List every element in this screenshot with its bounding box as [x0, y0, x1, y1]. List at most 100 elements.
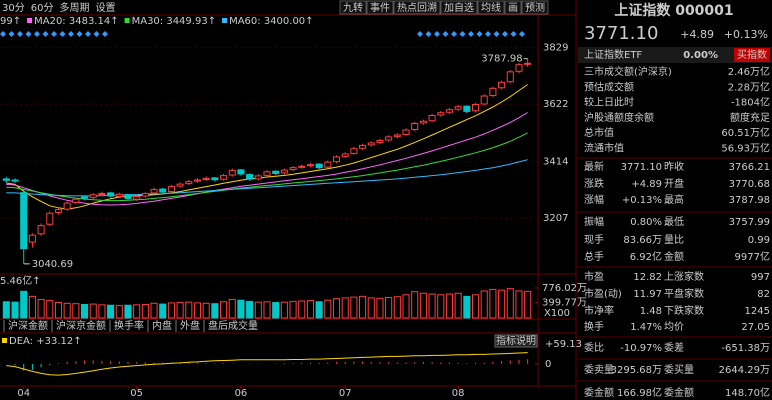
indicator-tab[interactable]: 内盘 [152, 319, 172, 332]
volume-bar [211, 303, 219, 319]
event-diamond [42, 31, 49, 37]
candle-body [480, 95, 488, 105]
etf-pct: 0.00% [683, 50, 718, 61]
candle-body [107, 192, 115, 197]
volume-bar [489, 288, 497, 319]
info-value: 56.93万亿 [721, 142, 770, 155]
volume-bar [359, 295, 367, 319]
volume-bar [115, 305, 123, 319]
indicator-tab[interactable]: 沪深金额 [8, 319, 48, 332]
toolbar-button[interactable]: 多周期 [59, 1, 89, 14]
candle-body [141, 192, 149, 197]
grid-label: 下跌家数 [664, 304, 704, 317]
toolbar-button[interactable]: 均线 [481, 1, 501, 14]
etf-name[interactable]: 上证指数ETF [584, 48, 642, 61]
quote-title: 上证指数 000001 [614, 2, 733, 19]
grid-label: 市盈(动) [584, 287, 622, 300]
candle-body [54, 209, 63, 213]
grid-label: 涨跌 [584, 177, 604, 190]
toolbar-button[interactable]: 九转 [343, 1, 363, 14]
candle-body [332, 156, 341, 163]
candle-body [367, 142, 375, 146]
indicator-tab[interactable]: 盘后成交量 [208, 319, 258, 332]
button-box [494, 334, 538, 348]
volume-bar [20, 290, 28, 319]
toolbar-button[interactable]: 画 [508, 3, 518, 14]
candle-body [306, 164, 314, 167]
candle-body [376, 139, 384, 143]
event-diamond [510, 31, 517, 37]
candle-body [315, 163, 323, 169]
quote-change-pct: +0.13% [724, 28, 768, 41]
candle-body [393, 134, 401, 137]
grid-label: 委比 [584, 341, 604, 354]
volume-bar [376, 297, 384, 319]
info-label: 较上日此时 [584, 96, 634, 109]
info-label: 三市成交额(沪深京) [584, 65, 672, 78]
event-diamond [468, 31, 474, 37]
macd-tick-label: +59.13 [545, 339, 582, 350]
volume-bar [54, 302, 63, 319]
indicator-tab[interactable]: 外盘 [180, 319, 200, 332]
volume-bar [306, 300, 314, 319]
candle-body [211, 177, 219, 181]
grid-value: 3771.10 [621, 162, 662, 173]
toolbar-button[interactable]: 加自选 [444, 1, 474, 14]
event-diamond [459, 31, 466, 37]
candle-body [150, 189, 158, 194]
candle-body [298, 165, 306, 168]
volume-bar [150, 302, 158, 319]
volume-bar [324, 299, 332, 319]
buy-button-box [734, 48, 770, 62]
buy-button[interactable]: 买指数 [737, 48, 767, 61]
candle-body [98, 192, 106, 195]
info-value: 2.28万亿 [728, 80, 770, 93]
volume-bar [411, 291, 419, 319]
volume-bar [341, 297, 349, 319]
volume-bar [228, 298, 236, 319]
grid-label: 市盈 [584, 270, 604, 283]
x-tick-label: 08 [452, 388, 465, 399]
volume-bar [159, 303, 167, 319]
indicator-tab[interactable]: 沪深京金额 [56, 319, 106, 332]
grid-label: 昨收 [664, 160, 684, 173]
volume-bar [289, 300, 297, 319]
toolbar-button[interactable]: 设置 [95, 2, 115, 14]
toolbar-button[interactable]: 热点回溯 [397, 1, 437, 14]
volume-bar [167, 302, 175, 319]
candle-body [359, 144, 367, 149]
indicator-tab[interactable]: 换手率 [114, 319, 144, 332]
candle-body [167, 186, 175, 193]
ma-line [6, 132, 528, 202]
volume-bar [263, 301, 271, 319]
grid-value: 3787.98 [729, 195, 770, 206]
macd-tick-label: 0 [545, 359, 551, 370]
volume-bar [402, 294, 410, 319]
x-tick-label: 04 [17, 388, 30, 399]
event-diamond [25, 31, 32, 37]
toolbar-button[interactable]: 预测 [525, 1, 545, 14]
volume-bar [220, 301, 228, 319]
volume-bar [367, 297, 375, 319]
toolbar-button[interactable]: 30分 [2, 2, 25, 14]
grid-label: 委金额 [584, 386, 614, 399]
event-diamond [51, 31, 57, 37]
candle-body [289, 167, 297, 171]
candle-body [176, 183, 184, 187]
indicator-help[interactable]: 指标说明 [496, 334, 536, 347]
toolbar-button[interactable]: 60分 [31, 2, 54, 14]
volume-bar [350, 296, 358, 319]
toolbar-button[interactable]: 事件 [370, 1, 390, 14]
legend-entry: MA60: 3400.00↑ [229, 16, 313, 27]
volume-bar [176, 302, 184, 319]
grid-label: 开盘 [664, 177, 684, 190]
event-diamond [8, 31, 15, 37]
volume-bar [237, 299, 245, 319]
candle-body [411, 122, 419, 131]
toolbar-box [440, 0, 478, 15]
quote-change: +4.89 [680, 28, 714, 41]
volume-bar [428, 293, 436, 319]
grid-value: 27.05 [741, 322, 770, 333]
event-diamond [0, 31, 6, 37]
